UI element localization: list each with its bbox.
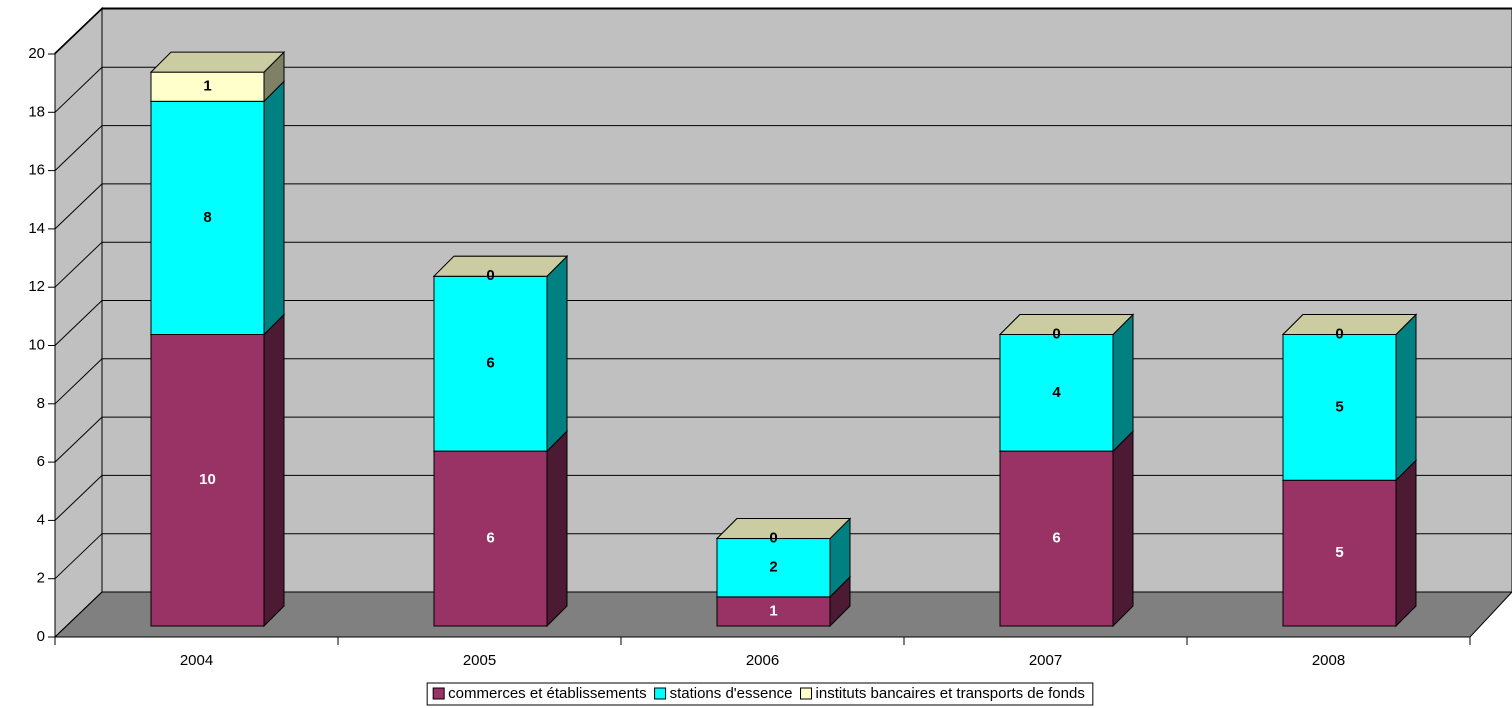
grid-line — [54, 125, 1512, 171]
x-tick-label: 2005 — [463, 652, 496, 669]
grid-line — [54, 66, 1512, 113]
y-tick-label: 14 — [28, 220, 45, 237]
bar-side — [1112, 429, 1134, 628]
bar-side — [546, 429, 568, 628]
bar-front — [433, 450, 548, 627]
y-tick-label: 8 — [37, 395, 45, 412]
bar-front — [999, 450, 1114, 627]
data-label: 0 — [1052, 325, 1060, 342]
bar-side — [1112, 313, 1134, 453]
grid-line — [54, 183, 1512, 230]
data-label: 4 — [1052, 384, 1061, 401]
bar-front — [1282, 334, 1397, 481]
x-tick-label: 2008 — [1312, 652, 1345, 669]
bar-front — [150, 100, 265, 335]
legend-label: instituts bancaires et transports de fon… — [816, 685, 1085, 702]
bar-top — [432, 255, 569, 277]
data-label: 6 — [1052, 530, 1060, 547]
bar-front — [433, 275, 548, 452]
data-label: 0 — [769, 530, 777, 547]
y-tick-label: 0 — [37, 628, 45, 645]
y-tick-label: 6 — [37, 453, 45, 470]
x-tick-label: 2006 — [746, 652, 779, 669]
data-label: 1 — [203, 78, 211, 95]
legend-swatch — [432, 687, 445, 700]
bar-side — [1395, 459, 1417, 628]
bar-front — [150, 71, 265, 102]
bar-side — [546, 254, 568, 453]
bar-top — [149, 51, 286, 73]
y-tick-label: 2 — [37, 570, 45, 587]
legend: commerces et établissements stations d'es… — [426, 682, 1094, 706]
legend-swatch — [800, 687, 813, 700]
legend-label: commerces et établissements — [448, 685, 646, 702]
bar-side — [263, 80, 285, 336]
bars: 10 8 1 6 6 0 1 2 0 6 4 0 5 5 0 — [149, 50, 1418, 628]
grid-line — [54, 241, 1512, 288]
grid-line — [54, 8, 1512, 55]
bar-front — [1282, 479, 1397, 627]
data-label: 2 — [769, 559, 777, 576]
bar-top — [715, 518, 852, 540]
data-label: 1 — [769, 602, 777, 619]
x-tick-label: 2007 — [1029, 652, 1062, 669]
bar-front — [999, 334, 1114, 452]
bar-front — [150, 334, 265, 627]
x-tick-label: 2004 — [180, 652, 213, 669]
data-label: 0 — [1335, 325, 1343, 342]
bar-side — [263, 313, 285, 628]
legend-box — [426, 682, 1094, 706]
bar-top — [998, 314, 1135, 335]
y-tick-label: 20 — [28, 45, 45, 62]
grid-line — [54, 300, 1512, 346]
data-label: 10 — [199, 471, 216, 488]
data-label: 8 — [203, 209, 211, 226]
y-tick-label: 18 — [28, 103, 45, 120]
data-label: 5 — [1335, 544, 1343, 561]
y-tick-label: 12 — [28, 278, 45, 295]
y-tick-label: 4 — [37, 511, 45, 528]
legend-label: stations d'essence — [670, 685, 793, 702]
data-label: 6 — [486, 530, 494, 547]
legend-swatch — [654, 687, 667, 700]
y-tick-label: 16 — [28, 162, 45, 179]
y-tick-label: 10 — [28, 336, 45, 353]
data-label: 5 — [1335, 398, 1343, 415]
bar-top — [1281, 314, 1418, 335]
data-label: 6 — [486, 355, 494, 372]
bar-front — [716, 596, 831, 627]
bar-side — [1395, 313, 1417, 482]
data-label: 0 — [486, 267, 494, 284]
